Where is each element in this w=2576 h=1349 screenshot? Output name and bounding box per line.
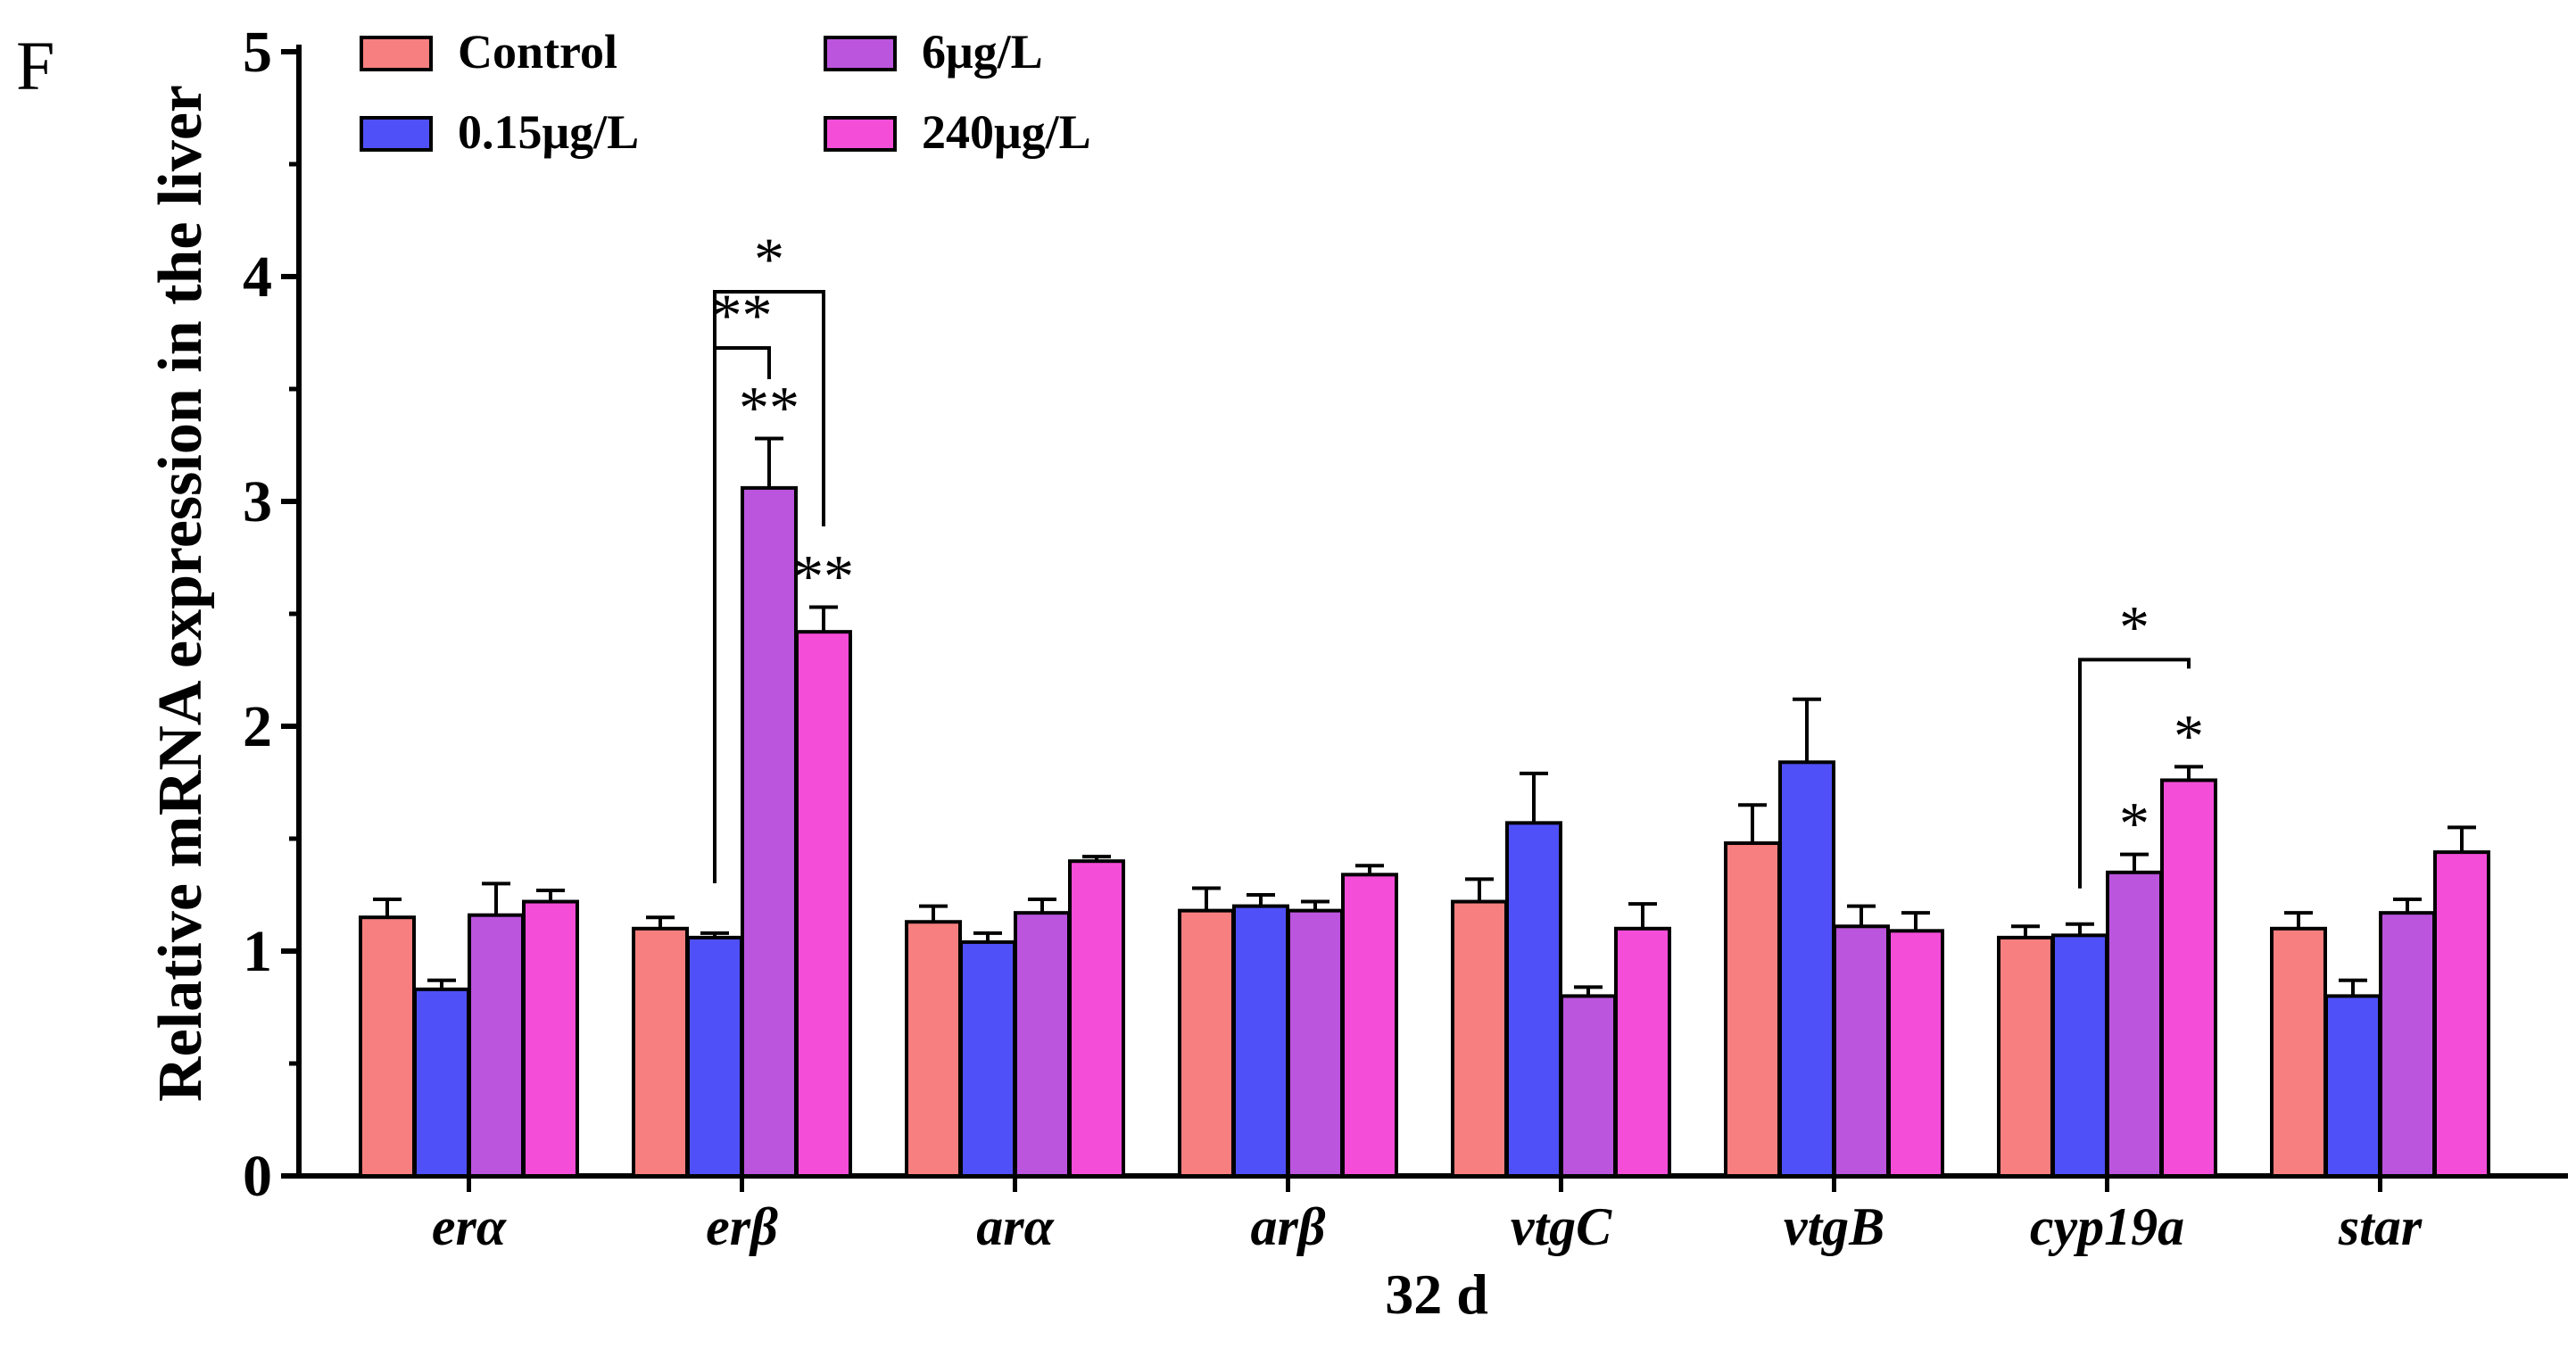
x-tick-label: star (2338, 1197, 2423, 1256)
bar (1068, 859, 1125, 1178)
bar (2379, 911, 2436, 1178)
bar (1505, 821, 1562, 1178)
error-bars (373, 436, 2476, 997)
significance-marker: ** (739, 373, 799, 441)
significance-marker: * (2119, 790, 2149, 857)
significance-bracket (713, 290, 825, 883)
legend-swatch (824, 36, 897, 71)
bar (1451, 899, 1508, 1178)
legend: Control 0.15μg/L 6μg/L 240μg/L (360, 25, 1091, 159)
x-axis-title: 32 d (1385, 1262, 1488, 1326)
bar (2433, 850, 2490, 1178)
x-tick-label: erβ (706, 1197, 778, 1256)
bar (905, 920, 962, 1178)
bar (468, 913, 525, 1179)
bar (1560, 994, 1617, 1179)
bar (686, 935, 743, 1178)
x-tick-label: cyp19a (2030, 1197, 2184, 1256)
x-tick-label: vtgC (1511, 1197, 1612, 1256)
y-axis-title: Relative mRNA expression in the liver (146, 85, 215, 1102)
legend-swatch (824, 116, 897, 152)
legend-label: Control (458, 25, 617, 79)
bar (2160, 778, 2217, 1178)
bar (959, 939, 1016, 1179)
legend-label: 240μg/L (922, 105, 1091, 159)
bar (741, 485, 798, 1178)
significance-marker: ** (793, 542, 854, 609)
bar (1724, 841, 1781, 1178)
y-tick-label: 3 (243, 469, 272, 534)
bar (2051, 933, 2108, 1178)
bar (1614, 926, 1671, 1179)
y-tick-label: 0 (243, 1144, 272, 1209)
y-tick-label: 2 (243, 694, 272, 759)
legend-swatch (360, 116, 433, 152)
x-tick-label: vtgB (1784, 1197, 1884, 1256)
bar (359, 915, 416, 1178)
significance-marker: * (2119, 592, 2149, 660)
bar (1341, 873, 1398, 1178)
legend-label: 6μg/L (922, 25, 1043, 79)
bars (359, 485, 2490, 1179)
bar (1232, 904, 1289, 1178)
bar (795, 630, 852, 1178)
bar (1014, 911, 1071, 1178)
y-tick-label: 4 (243, 244, 272, 310)
panel-label: F (16, 27, 54, 104)
bar (1887, 929, 1944, 1178)
y-tick-label: 5 (243, 20, 272, 85)
bar (1997, 935, 2054, 1178)
bar (2324, 994, 2381, 1179)
bar (2106, 870, 2163, 1178)
significance-annotations: ********** (712, 225, 2204, 889)
significance-marker: * (754, 225, 784, 293)
bar (1833, 924, 1890, 1179)
bar (413, 987, 470, 1178)
x-tick-label: arβ (1250, 1197, 1325, 1256)
bar (1778, 760, 1835, 1178)
bar (2270, 926, 2327, 1179)
axes: 0 1 2 3 4 5 erα erβ arα arβ vtgC vtgB cyp19a star (243, 20, 2568, 1256)
bar (1178, 908, 1235, 1178)
bar (522, 899, 579, 1178)
x-tick-label: arα (976, 1197, 1054, 1256)
significance-marker: * (2174, 701, 2204, 769)
significance-bracket (2078, 658, 2191, 889)
y-tick-label: 1 (243, 919, 272, 984)
legend-label: 0.15μg/L (458, 105, 639, 159)
bar (632, 926, 689, 1179)
legend-swatch (360, 36, 433, 71)
x-tick-label: erα (432, 1197, 507, 1256)
bar (1287, 908, 1344, 1178)
